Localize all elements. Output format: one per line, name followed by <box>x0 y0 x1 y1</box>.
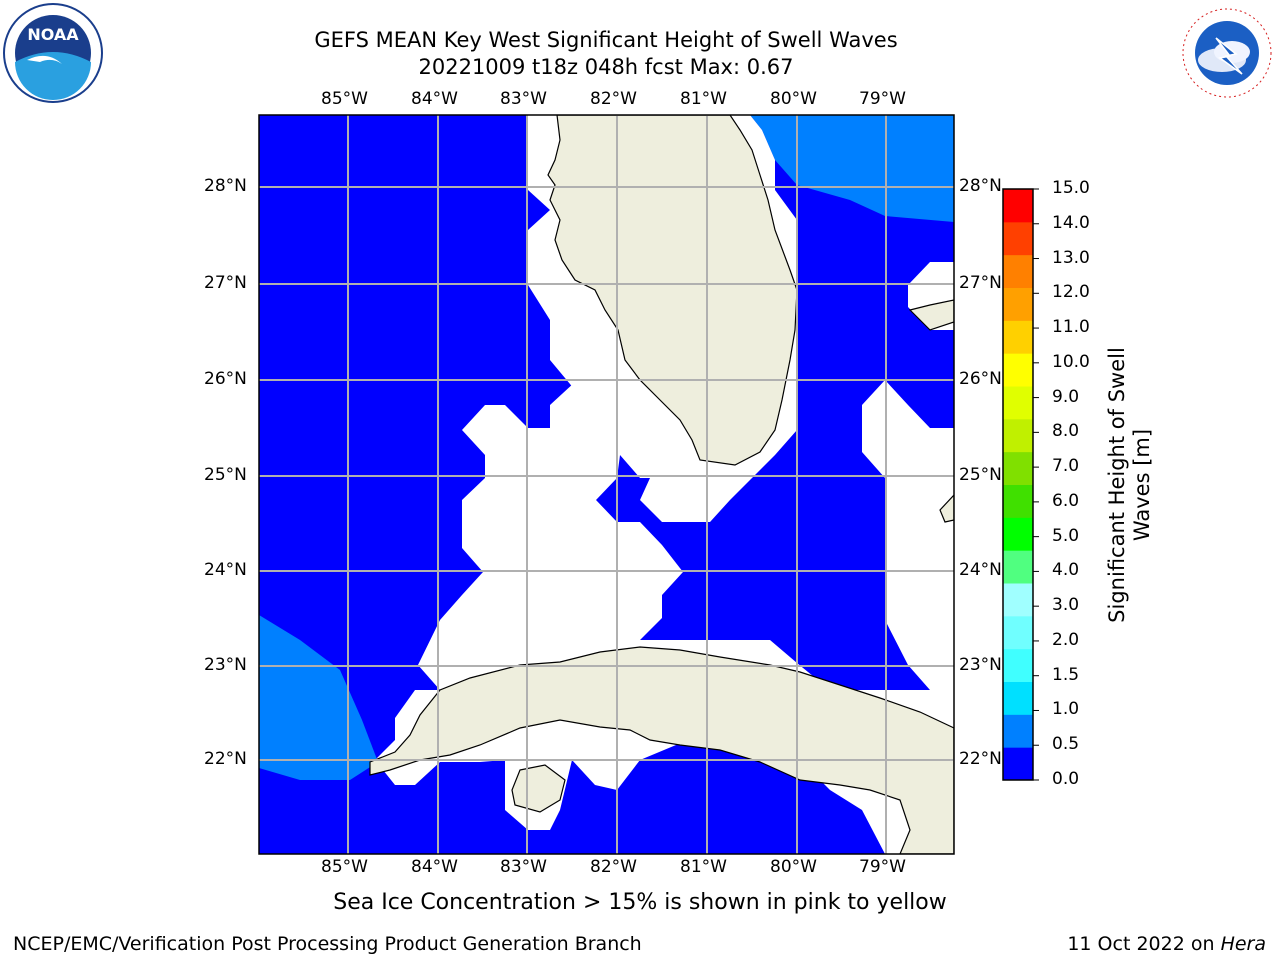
lat-tick-label: 24°N <box>204 560 247 580</box>
colorbar-tick-label: 10.0 <box>1052 351 1090 372</box>
colorbar-tick-label: 13.0 <box>1052 247 1090 268</box>
colorbar-segment <box>1003 418 1033 453</box>
lat-tick-label: 22°N <box>959 749 1002 769</box>
colorbar-segment <box>1003 517 1033 551</box>
map-frame <box>258 114 955 855</box>
colorbar-segment <box>1003 320 1033 354</box>
lon-tick-label: 79°W <box>859 857 906 877</box>
lat-tick-label: 23°N <box>204 655 247 675</box>
noaa-logo-text: NOAA <box>27 25 79 44</box>
colorbar-segment <box>1003 451 1033 485</box>
lat-tick-label: 28°N <box>204 176 247 196</box>
swell-patch-northeast <box>750 115 954 222</box>
lat-tick-label: 27°N <box>204 273 247 293</box>
colorbar-tick-label: 2.0 <box>1052 629 1080 650</box>
plot-title-line1: GEFS MEAN Key West Significant Height of… <box>314 28 898 52</box>
lon-tick-label: 81°W <box>680 857 727 877</box>
lon-tick-label: 83°W <box>500 89 547 109</box>
colorbar-tick-label: 11.0 <box>1052 317 1090 338</box>
colorbar-tick-label: 14.0 <box>1052 212 1090 233</box>
colorbar-segment <box>1003 648 1033 682</box>
footer-date-text: 11 Oct 2022 on <box>1067 933 1221 955</box>
sea-ice-note: Sea Ice Concentration > 15% is shown in … <box>333 890 947 915</box>
lon-tick-label: 82°W <box>590 857 637 877</box>
colorbar-segment <box>1003 747 1033 781</box>
colorbar-segment <box>1003 221 1033 256</box>
colorbar-tick-label: 6.0 <box>1052 490 1080 511</box>
colorbar-tick-label: 5.0 <box>1052 525 1080 546</box>
lon-tick-label: 81°W <box>680 89 727 109</box>
colorbar-tick-label: 9.0 <box>1052 386 1080 407</box>
lat-tick-label: 26°N <box>204 369 247 389</box>
footer-date: 11 Oct 2022 on Hera <box>1067 933 1266 955</box>
cuba <box>369 646 954 854</box>
colorbar-segment <box>1003 714 1033 748</box>
florida-peninsula <box>547 115 798 466</box>
colorbar-segment <box>1003 189 1033 223</box>
colorbar <box>1002 188 1039 781</box>
map-gridlines <box>259 115 954 854</box>
lat-tick-label: 25°N <box>959 465 1002 485</box>
lat-tick-label: 24°N <box>959 560 1002 580</box>
lat-tick-label: 26°N <box>959 369 1002 389</box>
lon-tick-label: 85°W <box>321 89 368 109</box>
lat-tick-label: 25°N <box>204 465 247 485</box>
lon-tick-label: 80°W <box>770 89 817 109</box>
colorbar-tick-label: 0.5 <box>1052 734 1080 755</box>
colorbar-segment <box>1003 615 1033 650</box>
colorbar-segment <box>1003 386 1033 420</box>
footer-branch: NCEP/EMC/Verification Post Processing Pr… <box>13 933 642 955</box>
lon-tick-label: 84°W <box>411 89 458 109</box>
colorbar-tick-label: 1.5 <box>1052 664 1080 685</box>
colorbar-tick-label: 15.0 <box>1052 178 1090 198</box>
bahamas-grand <box>908 299 954 331</box>
colorbar-frame <box>1002 188 1034 781</box>
lon-tick-label: 83°W <box>500 857 547 877</box>
colorbar-label: Significant Height of Swell Waves [m] <box>1105 347 1154 623</box>
lat-tick-label: 23°N <box>959 655 1002 675</box>
lat-tick-label: 28°N <box>959 176 1002 196</box>
colorbar-tick-label: 8.0 <box>1052 421 1080 442</box>
colorbar-segment <box>1003 583 1033 617</box>
colorbar-tick-label: 4.0 <box>1052 560 1080 581</box>
lon-tick-label: 84°W <box>411 857 458 877</box>
colorbar-segment <box>1003 353 1033 387</box>
colorbar-tick-label: 12.0 <box>1052 282 1090 303</box>
lon-tick-label: 80°W <box>770 857 817 877</box>
colorbar-tick-label: 3.0 <box>1052 595 1080 616</box>
bahamas-andros <box>939 494 954 523</box>
noaa-logo: NOAA <box>2 2 104 104</box>
colorbar-segment <box>1003 550 1033 584</box>
lon-tick-label: 85°W <box>321 857 368 877</box>
lat-tick-label: 22°N <box>204 749 247 769</box>
colorbar-segment <box>1003 681 1033 715</box>
colorbar-tick-label: 7.0 <box>1052 456 1080 477</box>
lon-tick-label: 79°W <box>859 89 906 109</box>
colorbar-tick-label: 1.0 <box>1052 699 1080 720</box>
lat-tick-label: 27°N <box>959 273 1002 293</box>
isla-de-la-juventud <box>511 764 566 813</box>
colorbar-segment <box>1003 484 1033 518</box>
colorbar-segment <box>1003 287 1033 321</box>
lon-tick-label: 82°W <box>590 89 637 109</box>
nws-logo <box>1176 2 1278 104</box>
footer-host: Hera <box>1220 933 1266 955</box>
colorbar-tick-label: 0.0 <box>1052 769 1080 789</box>
colorbar-segment <box>1003 254 1033 288</box>
plot-title-line2: 20221009 t18z 048h fcst Max: 0.67 <box>418 55 794 79</box>
